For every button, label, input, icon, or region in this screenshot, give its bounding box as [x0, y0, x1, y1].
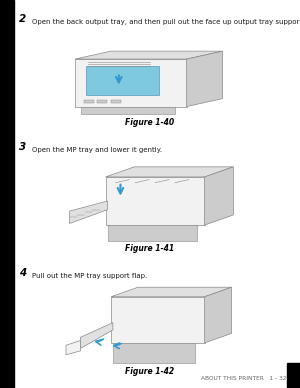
Polygon shape — [111, 287, 232, 297]
Bar — [86, 66, 159, 95]
Polygon shape — [66, 341, 80, 355]
Bar — [111, 297, 205, 343]
Text: Figure 1-41: Figure 1-41 — [125, 244, 175, 253]
Bar — [106, 177, 205, 225]
Bar — [75, 59, 187, 107]
Bar — [108, 225, 197, 241]
Polygon shape — [75, 51, 223, 59]
Bar — [84, 100, 94, 103]
Text: Figure 1-40: Figure 1-40 — [125, 118, 175, 127]
Polygon shape — [70, 201, 108, 223]
Text: 2: 2 — [19, 14, 26, 24]
Polygon shape — [205, 287, 232, 343]
Text: ABOUT THIS PRINTER   1 - 32: ABOUT THIS PRINTER 1 - 32 — [201, 376, 286, 381]
Text: 3: 3 — [19, 142, 26, 152]
Text: Figure 1-42: Figure 1-42 — [125, 367, 175, 376]
Polygon shape — [80, 322, 113, 348]
Bar — [111, 100, 121, 103]
Text: 4: 4 — [19, 268, 26, 278]
Polygon shape — [205, 167, 233, 225]
Polygon shape — [106, 167, 233, 177]
Text: Pull out the MP tray support flap.: Pull out the MP tray support flap. — [32, 273, 147, 279]
Text: Open the MP tray and lower it gently.: Open the MP tray and lower it gently. — [32, 147, 162, 152]
Bar — [113, 343, 195, 363]
Bar — [81, 107, 176, 114]
Polygon shape — [187, 51, 223, 107]
Bar — [97, 100, 107, 103]
Text: Open the back output tray, and then pull out the face up output tray support if : Open the back output tray, and then pull… — [32, 19, 300, 24]
